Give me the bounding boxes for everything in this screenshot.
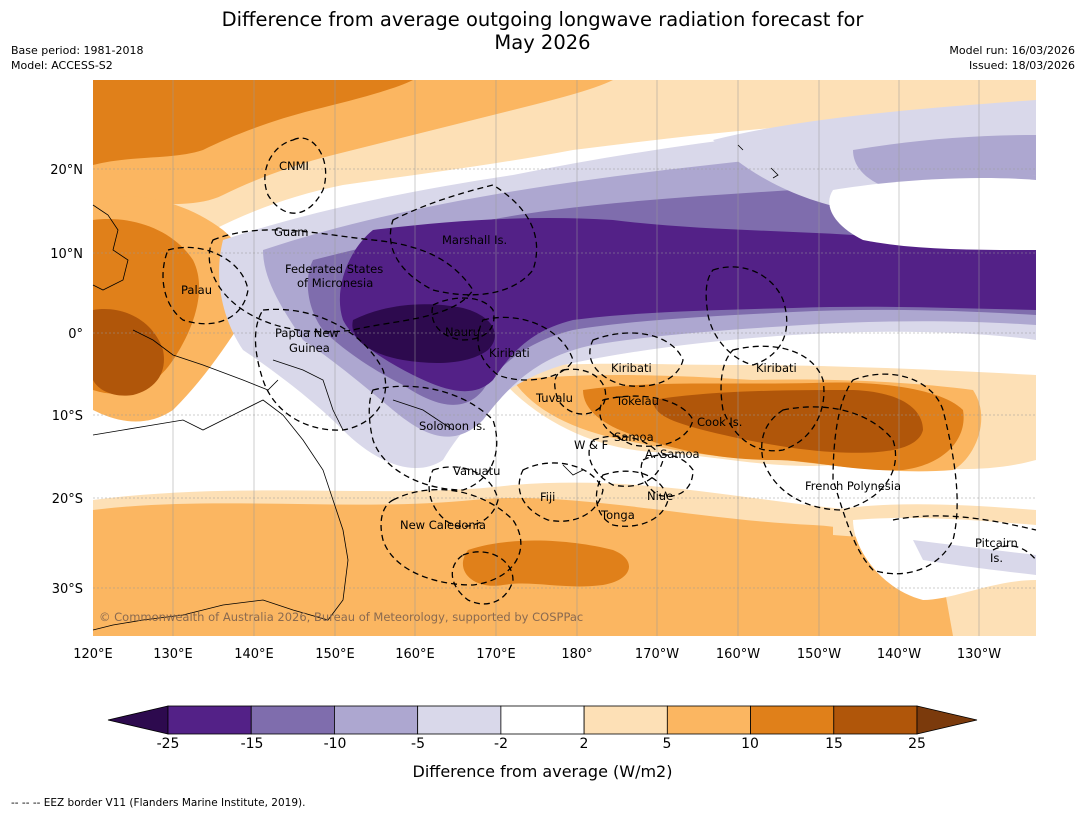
lon-label: 160°W [716,647,760,662]
lon-label: 180° [561,647,592,662]
lon-label: 150°E [315,647,355,662]
label-pitcairn-1: Pitcairn [975,536,1018,550]
meta-right: Model run: 16/03/2026 Issued: 18/03/2026 [949,43,1075,73]
label-cook: Cook Is. [697,415,742,429]
colorbar-tick: 10 [741,736,759,750]
colorbar-tick: -10 [324,736,347,750]
colorbar-cells [107,705,978,735]
label-solomon: Solomon Is. [419,419,486,433]
label-pitcairn-2: Is. [990,551,1003,565]
label-fiji: Fiji [540,490,555,504]
label-samoa: Samoa [614,430,654,444]
lon-axis-labels: 120°E 130°E 140°E 150°E 160°E 170°E 180°… [73,647,1001,662]
colorbar-cell [666,705,751,735]
label-fsm-2: of Micronesia [297,276,373,290]
copyright-notice: © Commonwealth of Australia 2026, Bureau… [99,610,583,624]
lat-axis-labels: 20°N 10°N 0° 10°S 20°S 30°S [50,163,83,597]
lat-label: 20°S [52,492,83,507]
label-vanuatu: Vanuatu [453,464,500,478]
label-palau: Palau [181,283,212,297]
label-tokelau: Tokelau [615,394,659,408]
label-newcal: New Caledonia [400,518,486,532]
label-kiribati-w: Kiribati [489,346,530,360]
lon-label: 130°E [153,647,193,662]
label-kiribati-c: Kiribati [611,361,652,375]
graticule [93,80,1036,636]
colorbar-cell [583,705,668,735]
label-asamoa: A. Samoa [645,447,700,461]
colorbar-tick: -15 [241,736,264,750]
base-period: Base period: 1981-2018 [11,44,144,57]
lat-label: 0° [68,327,83,342]
colorbar-cell [833,705,918,735]
label-frpoly: French Polynesia [805,479,901,493]
lon-label: 170°W [635,647,679,662]
label-nauru: Nauru [445,325,480,339]
lon-label: 120°E [73,647,113,662]
label-fsm-1: Federated States [285,262,383,276]
model-name: Model: ACCESS-S2 [11,59,113,72]
colorbar-cell [417,705,502,735]
region-labels: CNMI Guam Marshall Is. Federated States … [181,159,1018,565]
anomaly-fill [93,80,1036,636]
colorbar-cell [250,705,335,735]
lat-label: 10°N [50,247,83,262]
label-tonga: Tonga [600,508,635,522]
lat-label: 10°S [52,409,83,424]
colorbar-cell [500,705,585,735]
eez-footnote: -- -- -- EEZ border V11 (Flanders Marine… [11,797,306,809]
colorbar-tick: -25 [157,736,180,750]
colorbar-tick: -5 [411,736,425,750]
title-line-2: May 2026 [494,31,591,54]
colorbar-tick: -2 [494,736,508,750]
colorbar: -25 -15 -10 -5 -2 2 5 10 15 25 [107,705,978,750]
colorbar-cell [334,705,419,735]
lon-label: 170°E [476,647,516,662]
label-png-1: Papua New [275,326,339,340]
lon-label: 140°W [877,647,921,662]
label-png-2: Guinea [289,341,330,355]
issued-date: Issued: 18/03/2026 [968,59,1075,72]
label-tuvalu: Tuvalu [535,391,573,405]
lat-label: 20°N [50,163,83,178]
colorbar-extend-low [107,705,169,735]
label-kiribati-e: Kiribati [756,361,797,375]
colorbar-cell [750,705,835,735]
label-niue: Niue [647,489,673,503]
label-wf: W & F [574,438,608,452]
label-marshall: Marshall Is. [442,233,507,247]
label-cnmi: CNMI [279,159,309,173]
model-run: Model run: 16/03/2026 [949,44,1075,57]
lon-label: 130°W [957,647,1001,662]
meta-left: Base period: 1981-2018 Model: ACCESS-S2 [11,43,143,73]
colorbar-ticks: -25 -15 -10 -5 -2 2 5 10 15 25 [157,736,926,750]
coastlines [92,144,779,631]
colorbar-tick: 5 [663,736,672,750]
colorbar-cell [167,705,252,735]
colorbar-tick: 15 [825,736,843,750]
colorbar-title: Difference from average (W/m2) [412,762,673,781]
eez-borders [162,137,1037,605]
lon-label: 150°W [797,647,841,662]
lon-label: 140°E [234,647,274,662]
colorbar-tick: 2 [580,736,589,750]
lon-label: 160°E [395,647,435,662]
map-title: Difference from average outgoing longwav… [0,8,1085,54]
colorbar-extend-high [916,705,978,735]
label-guam: Guam [274,225,308,239]
lat-label: 30°S [52,582,83,597]
colorbar-tick: 25 [908,736,926,750]
title-line-1: Difference from average outgoing longwav… [221,8,864,31]
anomaly-map: CNMI Guam Marshall Is. Federated States … [50,80,1037,662]
